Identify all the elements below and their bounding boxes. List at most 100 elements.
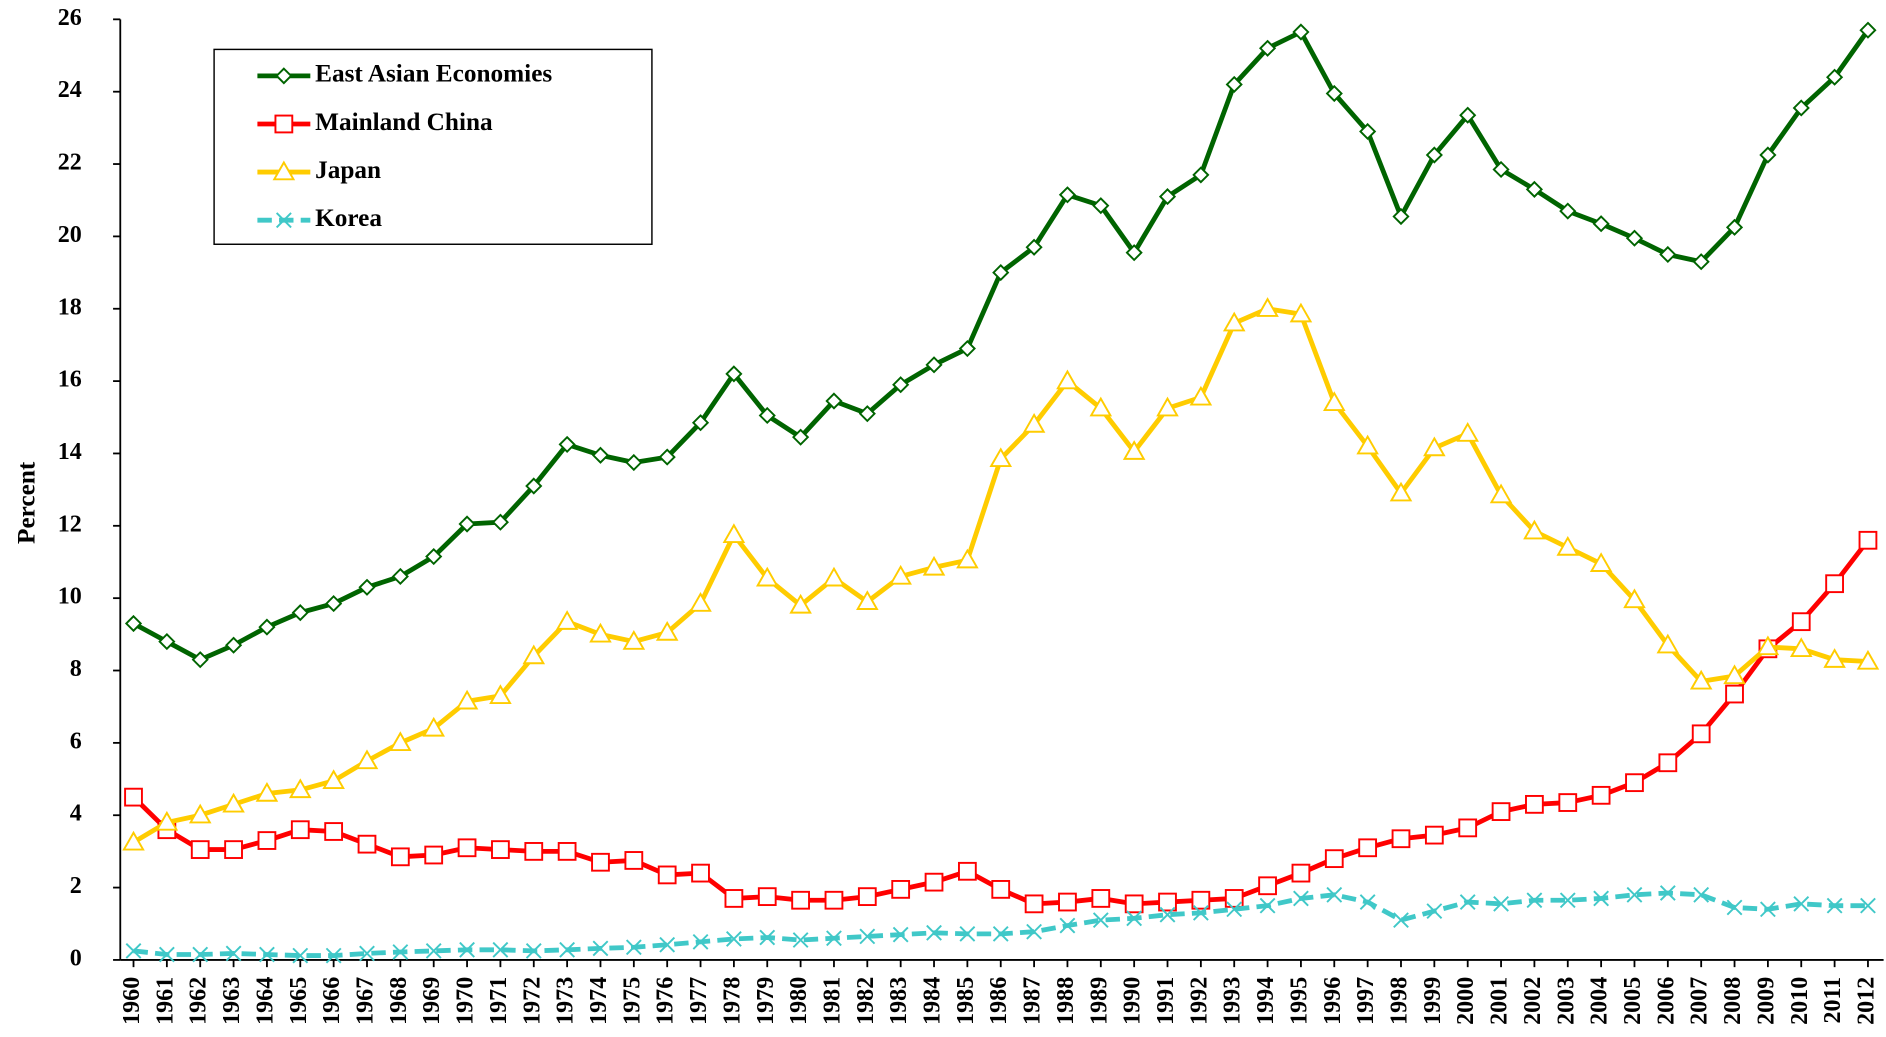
x-tick-label: 2004: [1587, 977, 1613, 1025]
data-point: [1024, 894, 1044, 914]
data-point: [324, 822, 344, 841]
data-point: [1459, 106, 1477, 124]
data-point: [459, 941, 475, 958]
y-tick-label: 14: [58, 439, 82, 465]
data-point: [1525, 794, 1544, 814]
y-tick-label: 20: [58, 222, 82, 248]
data-point: [859, 928, 876, 945]
y-tick-label: 26: [58, 5, 82, 31]
legend-marker: [275, 212, 292, 229]
data-point: [622, 630, 646, 650]
x-tick-label: 1972: [519, 977, 545, 1025]
legend-label: East Asian Economies: [315, 60, 552, 88]
data-point: [825, 392, 843, 410]
data-point: [1222, 311, 1246, 332]
data-point: [1092, 197, 1110, 215]
x-tick-label: 1961: [152, 977, 178, 1025]
x-tick-label: 1966: [319, 977, 345, 1025]
data-point: [158, 632, 176, 651]
data-point: [1556, 535, 1580, 556]
data-point: [325, 595, 343, 613]
x-tick-label: 1985: [953, 977, 979, 1025]
x-tick-label: 1989: [1086, 977, 1112, 1025]
data-point: [1559, 202, 1577, 220]
data-point: [792, 428, 810, 446]
data-point: [124, 614, 143, 633]
x-tick-label: 1963: [219, 977, 245, 1025]
x-tick-label: 1981: [819, 977, 845, 1025]
x-tick-label: 1996: [1320, 977, 1346, 1025]
x-tick-label: 1969: [419, 977, 445, 1025]
data-point: [491, 840, 510, 859]
x-tick-label: 2010: [1787, 977, 1813, 1025]
data-point: [424, 845, 444, 865]
x-tick-label: 1997: [1353, 977, 1379, 1025]
y-tick-label: 4: [70, 801, 82, 827]
data-point: [1022, 412, 1046, 433]
data-point: [1756, 635, 1780, 656]
data-point: [1258, 876, 1277, 896]
data-point: [1526, 892, 1543, 909]
data-point: [1825, 574, 1844, 594]
x-tick-label: 2000: [1453, 977, 1479, 1025]
x-tick-label: 1983: [886, 977, 912, 1025]
x-tick-label: 2001: [1487, 977, 1513, 1025]
data-point: [1089, 396, 1113, 417]
data-point: [592, 940, 609, 957]
data-point: [724, 889, 744, 908]
data-point: [422, 716, 445, 737]
data-point: [492, 941, 509, 958]
x-tick-label: 1980: [786, 977, 812, 1025]
x-tick-label: 1986: [986, 977, 1012, 1025]
x-tick-label: 2005: [1620, 977, 1646, 1025]
data-point: [1789, 637, 1813, 657]
data-point: [892, 376, 910, 394]
x-tick-label: 2008: [1720, 977, 1746, 1025]
data-point: [1325, 84, 1343, 103]
data-point: [991, 880, 1011, 899]
y-tick-label: 8: [70, 656, 82, 682]
data-point: [1425, 146, 1443, 164]
legend-label: Mainland China: [315, 108, 493, 136]
data-point: [1793, 895, 1810, 912]
y-tick-label: 18: [58, 294, 82, 320]
x-tick-label: 1970: [453, 977, 479, 1025]
data-point: [325, 947, 342, 964]
data-point: [224, 636, 243, 654]
data-point: [1424, 825, 1444, 845]
data-point: [457, 838, 477, 858]
data-point: [924, 872, 944, 892]
data-point: [725, 931, 742, 947]
x-tick-label: 2007: [1687, 977, 1713, 1025]
data-point: [1523, 519, 1546, 540]
data-point: [1392, 207, 1410, 226]
data-point: [892, 926, 909, 943]
data-point: [1359, 894, 1376, 910]
x-tick-label: 1988: [1053, 977, 1079, 1025]
data-point: [358, 578, 376, 596]
data-point: [1589, 552, 1613, 572]
data-point: [1323, 391, 1346, 411]
data-point: [659, 936, 676, 953]
data-point: [1125, 244, 1143, 262]
data-point: [992, 263, 1010, 282]
x-tick-label: 1990: [1120, 977, 1146, 1025]
data-point: [1659, 245, 1677, 264]
data-point: [792, 932, 809, 948]
data-point: [1225, 75, 1243, 94]
legend: East Asian Economies Mainland China Japan K…: [213, 48, 653, 245]
x-tick-label: 1984: [920, 977, 946, 1025]
data-point: [1126, 910, 1143, 927]
data-point: [1092, 912, 1109, 929]
data-point: [1592, 215, 1610, 233]
data-point: [1626, 886, 1643, 903]
data-point: [1593, 890, 1610, 907]
data-point: [1025, 238, 1043, 256]
data-point: [1860, 897, 1876, 914]
data-point: [858, 405, 876, 423]
data-point: [188, 803, 212, 824]
x-tick-label: 1973: [553, 977, 579, 1025]
data-point: [1292, 23, 1310, 41]
data-point: [292, 947, 309, 964]
